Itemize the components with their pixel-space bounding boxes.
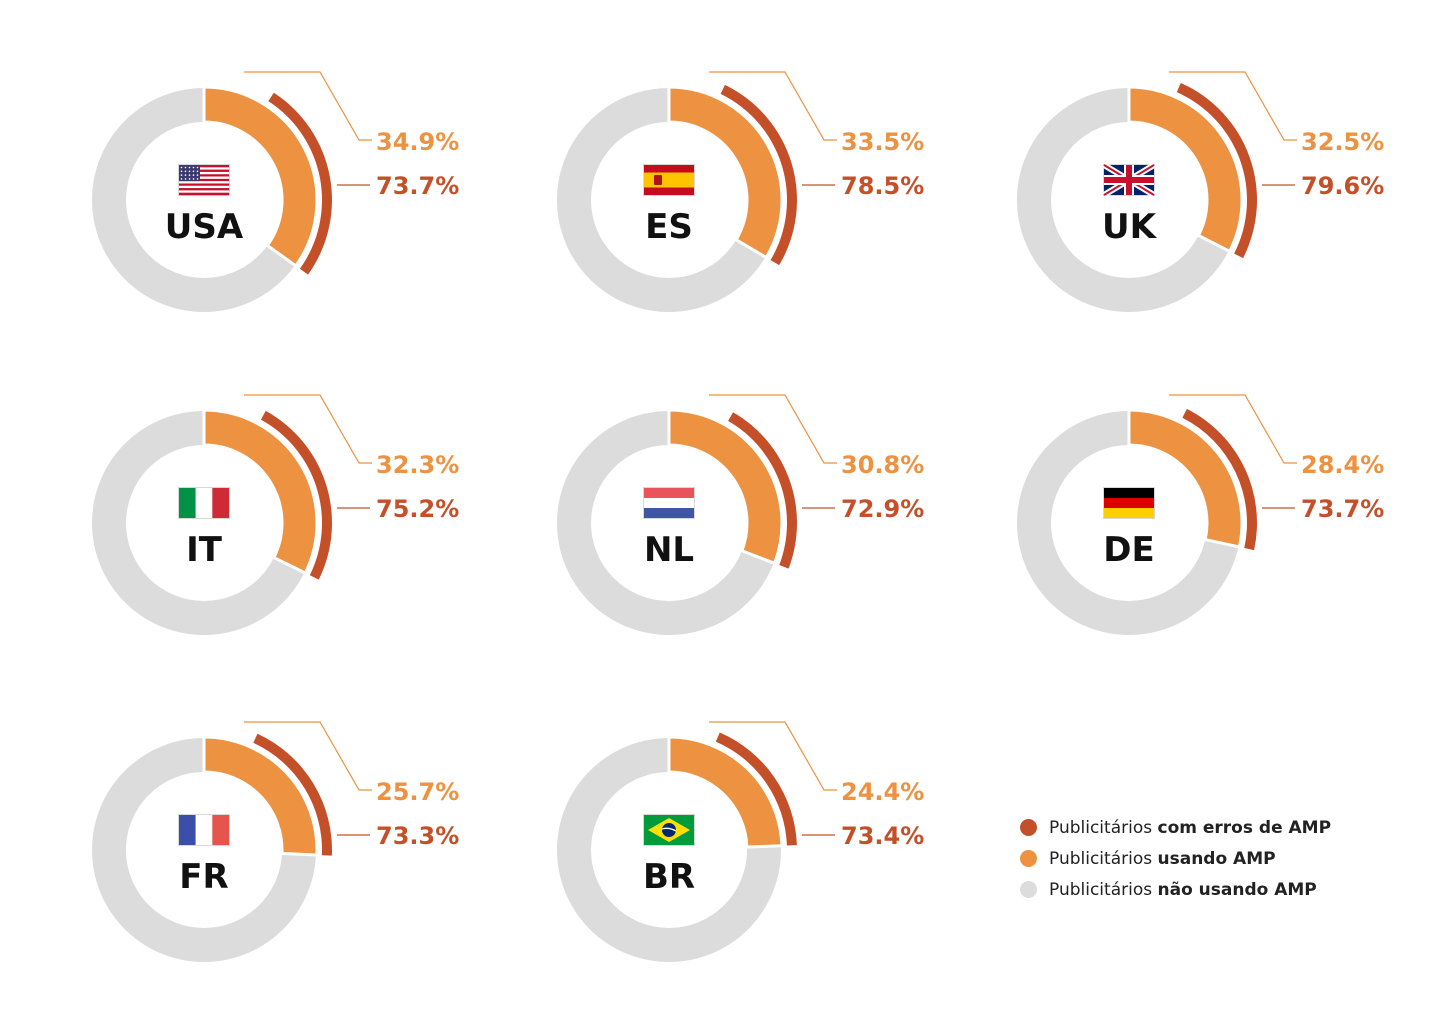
country-label: DE [1103,530,1154,570]
fr-flag-icon [178,814,230,846]
legend-item-using: Publicitários usando AMP [1020,843,1331,874]
legend-label-prefix: Publicitários [1049,848,1158,869]
donut-chart-es: 33.5% 78.5% ES [557,71,924,312]
de-flag-icon [1103,487,1155,519]
using-value-label: 25.7% [376,778,459,806]
using-value-label: 30.8% [841,451,924,479]
country-label: IT [186,530,223,570]
using-leader-line [709,71,837,141]
country-label: UK [1102,207,1158,247]
donut-chart-it: 32.3% 75.2% IT [92,394,459,635]
using-leader-line [1169,71,1297,141]
country-label: ES [645,207,693,247]
using-value-label: 24.4% [841,778,924,806]
country-label: BR [643,857,695,897]
errors-value-label: 78.5% [841,172,924,200]
using-leader-line [244,394,372,464]
using-leader-line [244,721,372,791]
legend-label-bold: com erros de AMP [1157,817,1332,838]
errors-arc [260,410,332,580]
errors-value-label: 73.7% [376,172,459,200]
using-leader-line [1169,394,1297,464]
using-value-label: 32.3% [376,451,459,479]
legend-swatch [1020,881,1037,898]
using-leader-line [709,394,837,464]
errors-arc [1182,408,1258,551]
using-value-label: 28.4% [1301,451,1384,479]
errors-value-label: 73.4% [841,822,924,850]
legend-label-bold: usando AMP [1157,848,1276,869]
using-slice [202,408,319,576]
using-slice [667,735,784,849]
legend-item-errors: Publicitários com erros de AMP [1020,812,1331,843]
donut-chart-fr: 25.7% 73.3% FR [92,721,459,962]
errors-arc [268,92,332,275]
using-slice [202,85,319,268]
using-slice [667,85,784,260]
nl-flag-icon [643,487,695,519]
errors-value-label: 72.9% [841,495,924,523]
errors-arc [720,84,797,266]
using-slice [1127,408,1244,549]
using-leader-line [709,721,837,791]
errors-arc [253,733,333,856]
donut-chart-de: 28.4% 73.7% DE [1017,394,1384,635]
using-slice [667,408,784,566]
donut-chart-usa: 34.9% 73.7% USA [92,71,459,312]
using-value-label: 33.5% [841,128,924,156]
errors-value-label: 75.2% [376,495,459,523]
uk-flag-icon [1102,162,1156,198]
errors-arc [1176,82,1258,259]
using-value-label: 32.5% [1301,128,1384,156]
errors-value-label: 73.7% [1301,495,1384,523]
errors-value-label: 79.6% [1301,172,1384,200]
country-label: NL [644,530,694,570]
us-flag-icon [178,164,230,196]
errors-arc [715,732,797,846]
donut-chart-uk: 32.5% 79.6% UK [1017,71,1384,312]
chart-legend: Publicitários com erros de AMP Publicitár… [1020,812,1331,905]
using-value-label: 34.9% [376,128,459,156]
using-slice [202,735,319,857]
errors-arc [728,412,797,569]
errors-value-label: 73.3% [376,822,459,850]
legend-label-prefix: Publicitários [1049,817,1158,838]
using-slice [1127,85,1244,254]
br-flag-icon [643,814,695,846]
country-label: USA [165,207,244,247]
it-flag-icon [178,487,230,519]
legend-item-not-using: Publicitários não usando AMP [1020,874,1331,905]
using-leader-line [244,71,372,141]
donut-chart-br: 24.4% 73.4% BR [557,721,924,962]
country-label: FR [179,857,228,897]
legend-swatch [1020,850,1037,867]
legend-label-bold: não usando AMP [1157,879,1317,900]
legend-label-prefix: Publicitários [1049,879,1158,900]
es-flag-icon [643,164,695,196]
legend-swatch [1020,819,1037,836]
donut-chart-nl: 30.8% 72.9% NL [557,394,924,635]
